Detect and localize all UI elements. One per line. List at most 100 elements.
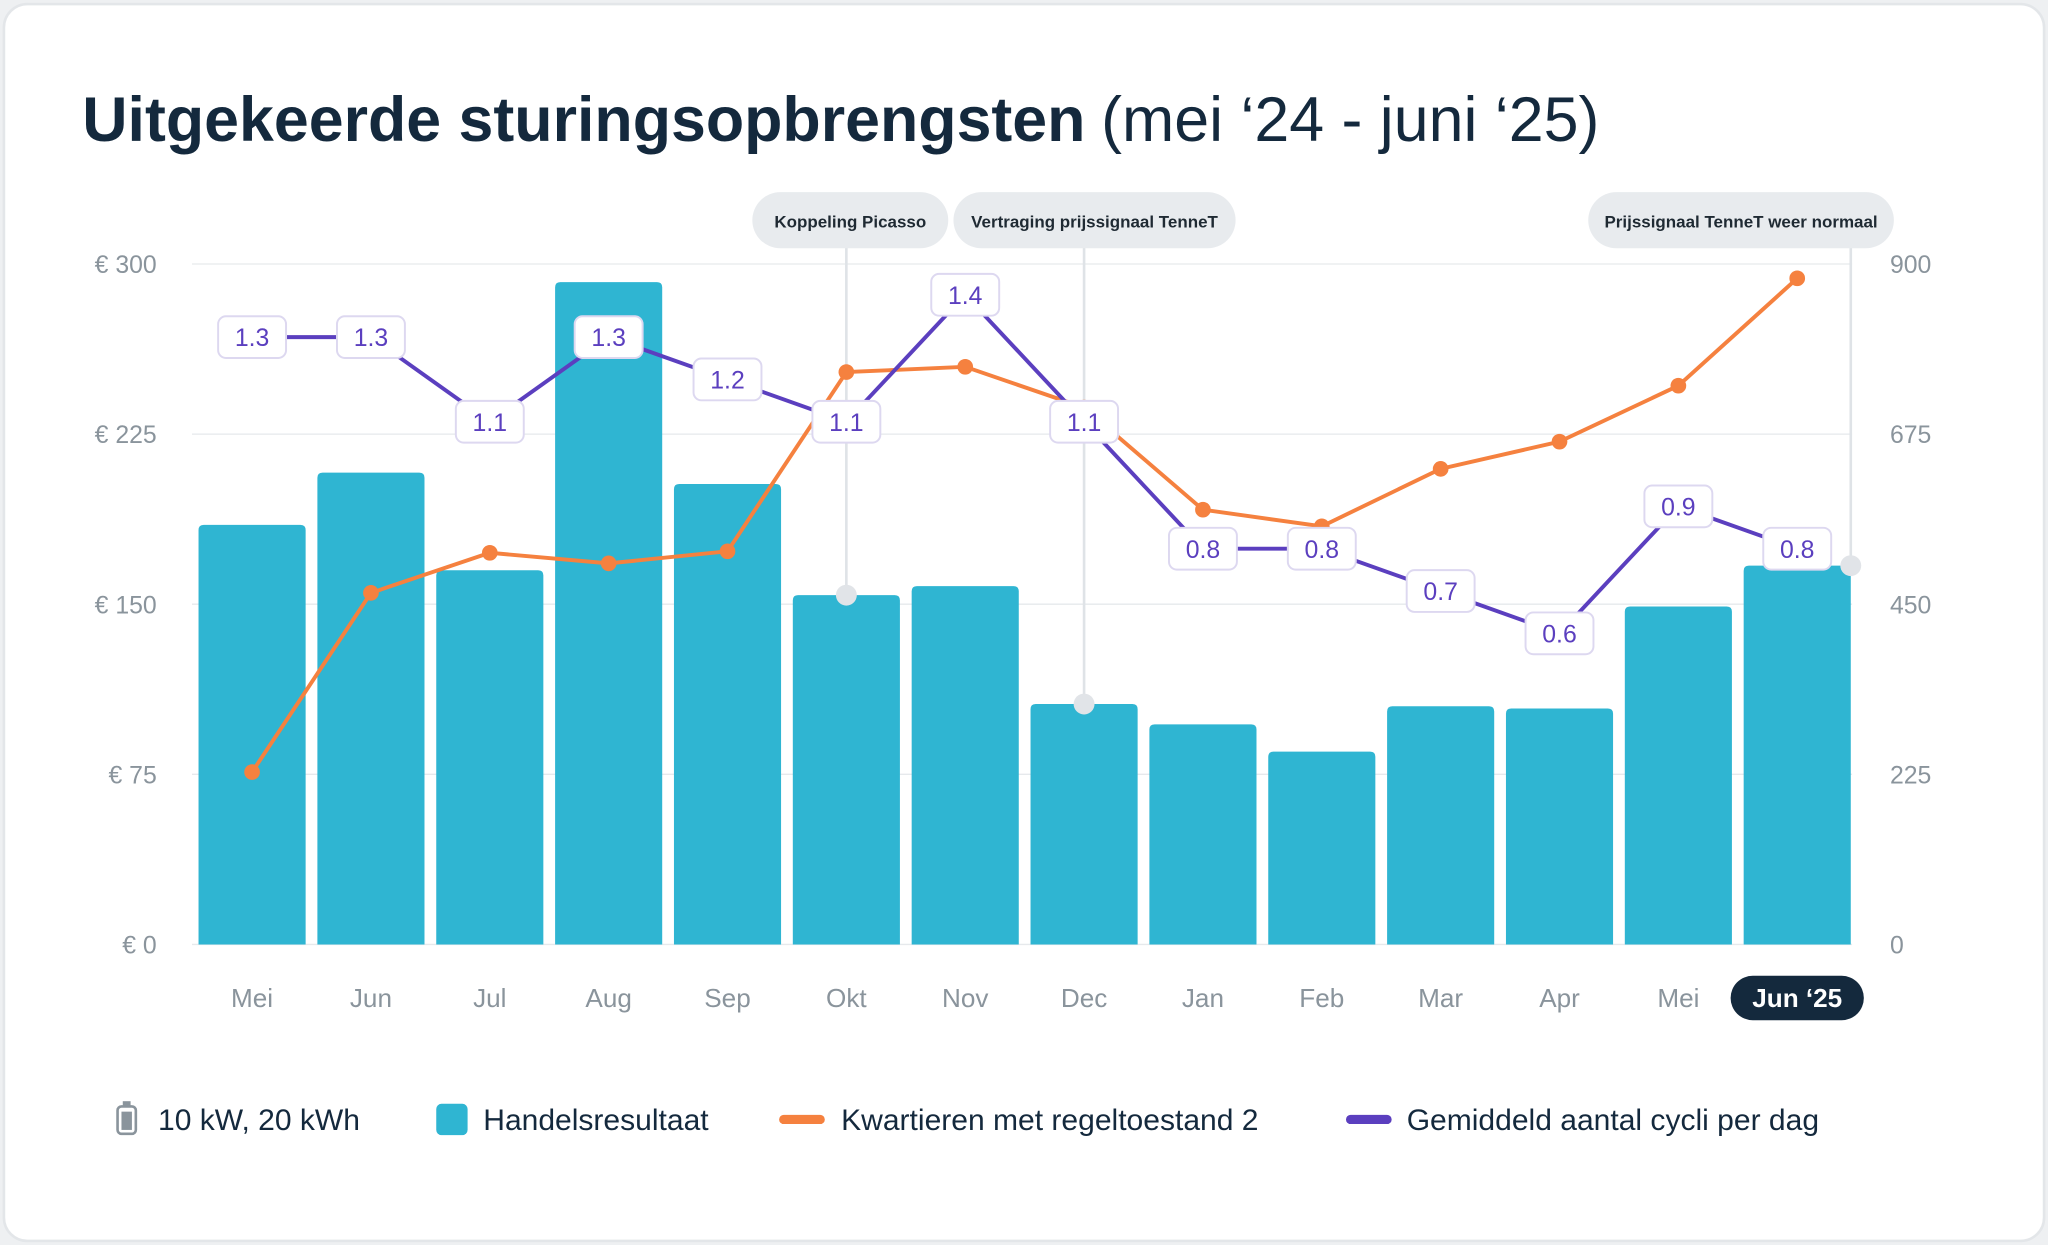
orange-point	[1789, 270, 1806, 287]
purple-label-box	[1762, 526, 1833, 571]
left-tick-label: € 150	[95, 592, 157, 619]
x-axis-label: Jun ‘25	[1752, 983, 1842, 1013]
bar	[911, 586, 1019, 945]
legend-bars: Handelsresultaat	[483, 1104, 709, 1137]
legend-orange: Kwartieren met regeltoestand 2	[841, 1104, 1258, 1137]
bar	[1624, 606, 1732, 945]
x-axis-label: Jun	[350, 983, 392, 1013]
orange-point	[1195, 501, 1211, 518]
bar	[555, 282, 663, 945]
purple-series: 1.3 1.3 1.1 1.3 1.2 1.1 1.4 1.1 0.8 0.8 0.7 0.6 0.9 0…	[217, 272, 1862, 715]
orange-point	[838, 364, 855, 380]
annotation-dot	[1073, 693, 1095, 715]
purple-label-box	[217, 315, 288, 359]
purple-label-box	[1286, 526, 1357, 571]
bar	[317, 472, 425, 945]
x-axis-label: Jan	[1182, 983, 1224, 1013]
purple-data-label: 0.8	[1780, 537, 1814, 564]
title-range: (mei ‘24 - juni ‘25)	[1101, 85, 1599, 155]
bar	[1268, 751, 1376, 945]
purple-data-label: 1.4	[948, 283, 983, 310]
annotation-pill	[752, 192, 949, 249]
x-axis-label: Sep	[704, 983, 750, 1013]
bar	[1387, 706, 1495, 945]
purple-data-label: 0.7	[1423, 579, 1457, 606]
annotation-label: Prijssignaal TenneT weer normaal	[1604, 212, 1877, 231]
right-tick-label: 675	[1890, 422, 1931, 449]
purple-data-label: 0.8	[1186, 537, 1220, 564]
x-axis-label: Okt	[826, 983, 867, 1013]
purple-label-box	[454, 399, 525, 444]
x-axis-label: Feb	[1299, 983, 1344, 1013]
orange-point	[1432, 461, 1449, 477]
purple-label-box	[1643, 484, 1714, 529]
orange-point	[719, 543, 736, 560]
orange-point	[600, 555, 617, 572]
x-axis-label: Apr	[1539, 983, 1580, 1013]
purple-label-box	[573, 315, 644, 359]
purple-label-box	[811, 399, 882, 444]
x-axis-label: Jul	[473, 983, 506, 1013]
bar	[1505, 708, 1614, 945]
purple-data-label: 0.9	[1661, 495, 1695, 522]
bar	[436, 570, 544, 945]
annotations: Koppeling Picasso Vertraging prijssignaal…	[752, 192, 1894, 705]
x-axis-label: Aug	[585, 983, 631, 1013]
annotation-label: Koppeling Picasso	[774, 212, 926, 231]
annotation-pill	[1588, 192, 1894, 249]
title-bold: Uitgekeerde sturingsopbrengsten	[82, 85, 1085, 155]
x-axis-label: Mei	[231, 983, 273, 1013]
bar	[198, 524, 306, 945]
legend-purple: Gemiddeld aantal cycli per dag	[1407, 1104, 1819, 1137]
bar	[673, 483, 782, 945]
orange-line	[250, 276, 1799, 774]
left-tick-label: € 75	[108, 762, 156, 789]
purple-label-box	[1168, 526, 1238, 571]
x-axis-label: Mar	[1418, 983, 1463, 1013]
annotation-dot	[1840, 555, 1862, 577]
purple-data-label: 0.6	[1542, 621, 1576, 648]
left-tick-label: € 225	[95, 422, 157, 449]
bar	[1743, 565, 1851, 945]
purple-data-label: 0.8	[1305, 537, 1339, 564]
bar-series	[198, 282, 1851, 945]
annotation-pill	[953, 192, 1236, 249]
chart-title: Uitgekeerde sturingsopbrengsten (mei ‘24 …	[82, 85, 1599, 155]
orange-point	[1551, 433, 1568, 450]
right-tick-label: 225	[1890, 762, 1931, 789]
bar	[1149, 724, 1257, 945]
purple-label-box	[930, 272, 1001, 317]
x-axis-labels: Mei Jun Jul Aug Sep Okt Nov Dec Jan Feb Mar Apr Mei J…	[231, 975, 1864, 1021]
purple-data-label: 1.1	[829, 410, 863, 437]
x-axis-label: Mei	[1657, 983, 1699, 1013]
orange-point	[363, 585, 379, 601]
left-tick-label: € 300	[95, 252, 157, 279]
orange-point	[957, 358, 974, 375]
right-tick-label: 900	[1890, 252, 1931, 279]
x-axis-label: Dec	[1061, 983, 1107, 1013]
purple-label-box	[335, 315, 406, 359]
purple-label-box	[692, 357, 763, 402]
legend-battery: 10 kW, 20 kWh	[158, 1104, 360, 1137]
right-tick-label: 450	[1890, 592, 1931, 619]
bar	[792, 595, 900, 945]
purple-data-label: 1.1	[1067, 410, 1101, 437]
orange-point	[1670, 377, 1687, 394]
x-label-highlight-pill	[1730, 975, 1864, 1021]
bar	[1030, 704, 1138, 945]
purple-data-label: 1.2	[710, 368, 744, 395]
purple-label-box	[1405, 569, 1476, 613]
purple-data-label: 1.3	[591, 325, 625, 352]
orange-point	[244, 764, 260, 780]
purple-data-label: 1.3	[354, 325, 388, 352]
legend: 10 kW, 20 kWh Handelsresultaat Kwartiere…	[116, 1101, 1819, 1137]
battery-icon	[116, 1101, 138, 1136]
annotation-dot	[835, 584, 857, 606]
annotation-label: Vertraging prijssignaal TenneT	[971, 212, 1218, 231]
legend-swatch-bars	[436, 1103, 468, 1136]
orange-point	[481, 544, 498, 561]
purple-data-label: 1.1	[473, 410, 507, 437]
purple-label-box	[1049, 399, 1120, 444]
